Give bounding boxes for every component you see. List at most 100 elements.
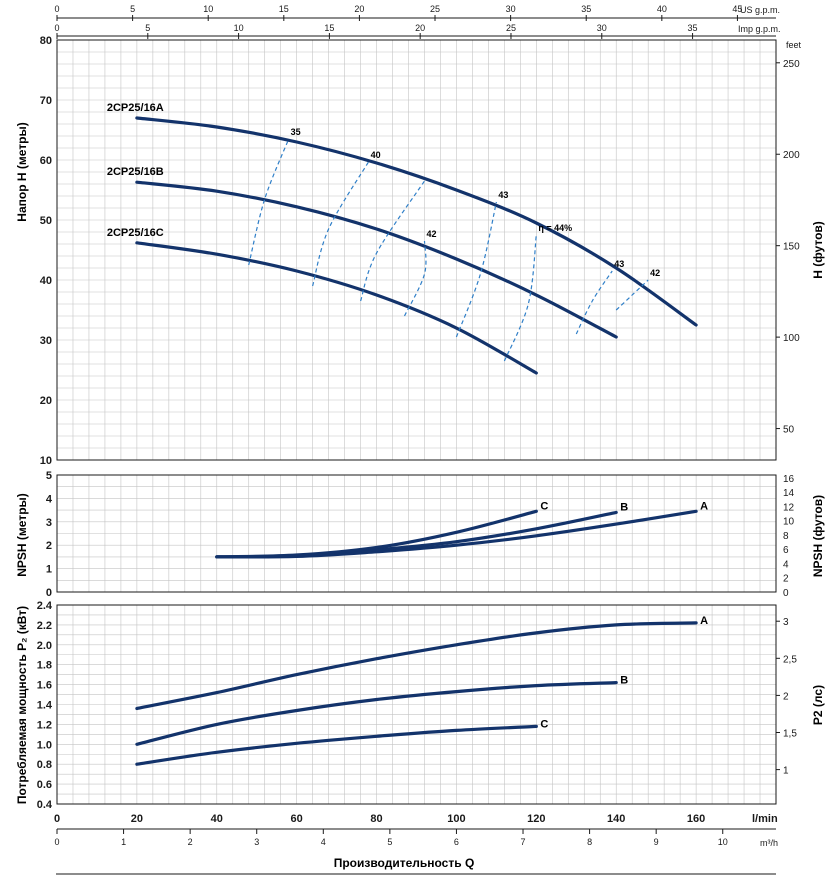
y-tick-label: 70	[40, 95, 52, 107]
y-tick-label: 60	[40, 155, 52, 167]
efficiency-label: 43	[614, 259, 624, 269]
series-line-c	[135, 724, 538, 766]
y-tick-label: 1.4	[37, 700, 53, 712]
efficiency-line	[360, 180, 425, 302]
y-right-tick-label: 10	[783, 517, 795, 528]
y-tick-label: 1.6	[37, 680, 52, 692]
y-right-tick-label: 6	[783, 545, 789, 556]
efficiency-line	[248, 138, 290, 266]
efficiency-label: 43	[498, 190, 508, 200]
x-tick-imp-gpm: 25	[506, 23, 516, 33]
y-axis-title-power-right: P2 (лс)	[811, 685, 825, 725]
x-tick-m3h: 3	[254, 837, 259, 847]
x-unit-us-gpm: US g.p.m.	[740, 5, 780, 15]
x-tick-m3h: 10	[718, 837, 728, 847]
y-tick-label: 0.6	[37, 779, 52, 791]
series-line-2cp25-16b	[135, 180, 618, 339]
efficiency-label: 40	[371, 150, 381, 160]
x-tick-imp-gpm: 0	[54, 23, 59, 33]
x-tick-lmin: 60	[291, 813, 303, 825]
x-tick-lmin: 0	[54, 813, 60, 825]
y-axis-title-npsh: NPSH (метры)	[15, 493, 29, 577]
y-tick-label: 40	[40, 275, 52, 287]
x-tick-m3h: 0	[54, 837, 59, 847]
y-axis-title-head: Напор H (метры)	[15, 122, 29, 221]
y-tick-label: 1	[46, 564, 52, 576]
y-right-tick-label: 1,5	[783, 729, 797, 740]
y-tick-label: 2.2	[37, 620, 52, 632]
series-label: C	[540, 500, 548, 512]
bottom-axes: 0 20 40 60 80 100 120 140 160 0 1 2 3 4 5 6 7 8 9 10	[54, 813, 776, 875]
x-tick-lmin: 80	[370, 813, 382, 825]
y-tick-label: 0.8	[37, 759, 52, 771]
x-tick-lmin: 20	[131, 813, 143, 825]
efficiency-label: η = 44%	[538, 223, 572, 233]
y-tick-label: 10	[40, 455, 52, 467]
x-tick-us-gpm: 20	[354, 4, 364, 14]
x-tick-us-gpm: 15	[279, 4, 289, 14]
head-panel: 10 20 30 40 50 60 70 80 50 100 150 200 250 2CP25/16A 2…	[40, 35, 800, 467]
y-right-tick-label: 150	[783, 242, 800, 253]
efficiency-line	[403, 240, 427, 317]
y-right-tick-label: 8	[783, 531, 789, 542]
x-tick-lmin: 120	[527, 813, 545, 825]
y-tick-label: 0	[46, 587, 52, 599]
y-right-tick-label: 0	[783, 588, 789, 599]
x-tick-m3h: 8	[587, 837, 592, 847]
x-tick-lmin: 160	[687, 813, 705, 825]
series-label: 2CP25/16A	[107, 102, 164, 114]
series-label: B	[620, 501, 628, 513]
x-tick-imp-gpm: 10	[234, 23, 244, 33]
x-unit-lmin: l/min	[752, 813, 778, 825]
x-tick-m3h: 5	[387, 837, 392, 847]
x-tick-m3h: 9	[654, 837, 659, 847]
x-tick-m3h: 1	[121, 837, 126, 847]
series-label: 2CP25/16B	[107, 166, 164, 178]
y-right-tick-label: 2,5	[783, 654, 797, 665]
x-tick-m3h: 4	[321, 837, 326, 847]
y-tick-label: 4	[46, 493, 53, 505]
y-tick-label: 5	[46, 470, 52, 482]
y-tick-label: 2	[46, 540, 52, 552]
y-right-unit-feet: feet	[786, 40, 802, 50]
y-tick-label: 1.8	[37, 660, 52, 672]
y-right-tick-label: 1	[783, 766, 789, 777]
x-tick-imp-gpm: 30	[597, 23, 607, 33]
y-tick-label: 50	[40, 215, 52, 227]
top-axes: 0 5 10 15 20 25 30 35 40 45 0 5 10 15 20 25 30 35	[54, 4, 776, 39]
power-panel: 0.4 0.6 0.8 1.0 1.2 1.4 1.6 1.8 2.0 2.2 2.4 1 1,5 2 2,…	[37, 600, 798, 811]
y-right-tick-label: 14	[783, 488, 795, 499]
y-tick-label: 0.4	[37, 799, 53, 811]
plot-frame	[56, 39, 777, 461]
efficiency-label: 35	[291, 127, 301, 137]
efficiency-line	[575, 270, 613, 335]
efficiency-label: 42	[650, 268, 660, 278]
y-right-tick-label: 3	[783, 617, 789, 628]
series-label: B	[620, 675, 628, 687]
series-line-2cp25-16c	[135, 241, 538, 375]
efficiency-line	[455, 201, 497, 338]
x-tick-us-gpm: 30	[506, 4, 516, 14]
series-line-c	[215, 509, 538, 559]
y-right-tick-label: 100	[783, 333, 800, 344]
x-tick-lmin: 140	[607, 813, 625, 825]
series-line-a	[135, 621, 698, 711]
y-tick-label: 80	[40, 35, 52, 47]
y-tick-label: 2.0	[37, 640, 52, 652]
x-tick-imp-gpm: 5	[145, 23, 150, 33]
y-right-tick-label: 250	[783, 59, 800, 70]
y-tick-label: 1.2	[37, 719, 52, 731]
x-unit-imp-gpm: Imp g.p.m.	[738, 24, 781, 34]
series-line-b	[135, 681, 618, 746]
y-right-tick-label: 2	[783, 574, 789, 585]
x-tick-us-gpm: 10	[203, 4, 213, 14]
x-axis-title: Производительность Q	[334, 856, 475, 870]
x-tick-us-gpm: 45	[732, 4, 742, 14]
y-axis-title-power: Потребляемая мощность P₂ (кВт)	[15, 606, 29, 804]
efficiency-line	[503, 234, 537, 362]
x-tick-lmin: 100	[447, 813, 465, 825]
y-right-tick-label: 12	[783, 502, 795, 513]
x-tick-us-gpm: 35	[581, 4, 591, 14]
x-tick-us-gpm: 5	[130, 4, 135, 14]
x-tick-lmin: 40	[211, 813, 223, 825]
